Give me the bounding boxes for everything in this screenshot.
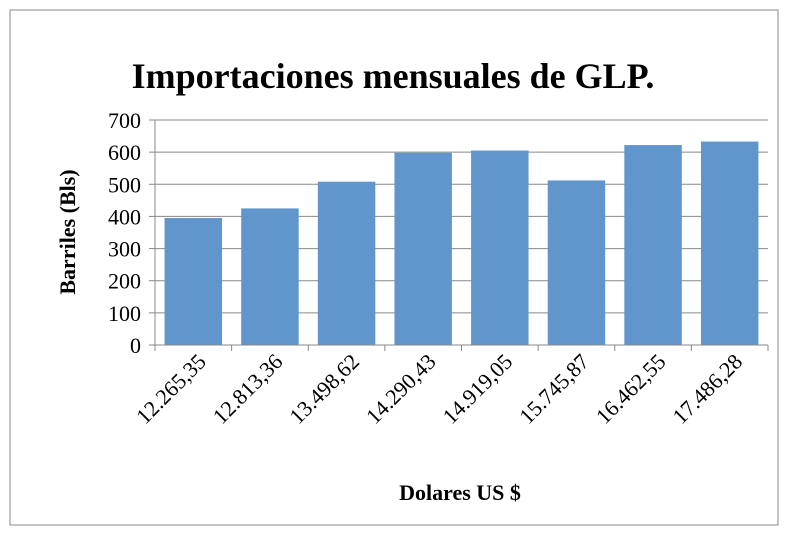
bar [547,180,606,345]
y-tick-label: 400 [108,204,141,229]
bar [394,152,452,345]
bar [471,150,529,345]
y-tick-label: 100 [108,301,141,326]
y-tick-label: 200 [108,269,141,294]
x-axis-title: Dolares US $ [399,480,521,505]
y-tick-label: 700 [108,108,141,133]
y-tick-label: 0 [130,333,141,358]
y-tick-label: 600 [108,140,141,165]
y-tick-label: 500 [108,172,141,197]
bar [624,145,682,345]
bar [700,141,759,345]
bar [241,208,299,345]
bar [164,218,223,345]
y-axis-title: Barriles (Bls) [55,169,80,294]
y-tick-label: 300 [108,237,141,262]
chart-title: Importaciones mensuales de GLP. [132,56,655,96]
bar [317,181,376,345]
